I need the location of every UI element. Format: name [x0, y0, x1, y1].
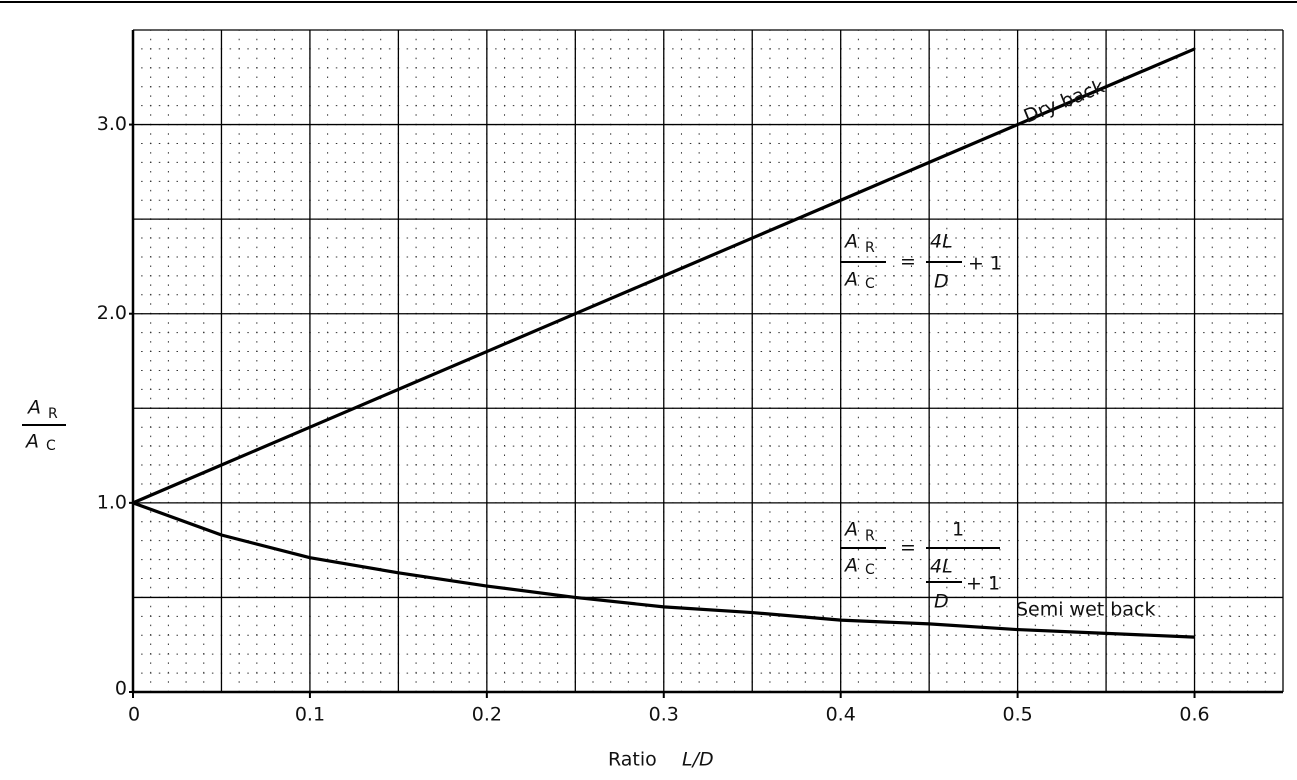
- x-tick-label: 0: [128, 704, 140, 726]
- x-tick-label: 0.6: [1179, 704, 1209, 726]
- x-axis-label: Ratio L/D: [608, 749, 714, 771]
- grid: 0 0.1 0.2 0.3 0.4 0.5 0.6 0 1.0 2.0 3.0: [97, 29, 1284, 726]
- formula-text: A: [843, 269, 858, 291]
- x-tick-label: 0.4: [826, 704, 856, 726]
- formula-text: R: [865, 240, 875, 256]
- formula-text: 4L: [930, 556, 953, 578]
- y-axis-label: A R A C: [22, 397, 66, 454]
- y-label-den-sub: C: [46, 438, 56, 454]
- formula-text: A: [843, 555, 858, 577]
- formula-text: + 1: [966, 573, 1000, 595]
- formula: A R A C = 1 4L D + 1: [840, 519, 1000, 613]
- plot: [132, 47, 1196, 639]
- formula-text: 1: [952, 519, 964, 541]
- formula-text: C: [865, 276, 875, 292]
- y-tick-label: 2.0: [97, 302, 127, 324]
- x-tick-label: 0.2: [472, 704, 502, 726]
- y-label-den: A: [24, 431, 39, 453]
- x-tick-label: 0.1: [295, 704, 325, 726]
- formula-text: D: [934, 591, 949, 613]
- y-tick-label: 1.0: [97, 491, 127, 513]
- x-tick-label: 0.3: [649, 704, 679, 726]
- formula-text: 4L: [930, 231, 953, 253]
- y-tick-label: 3.0: [97, 113, 127, 135]
- series-label: Dry back: [1021, 76, 1108, 128]
- x-label-text: Ratio: [608, 749, 657, 771]
- formula-text: C: [865, 562, 875, 578]
- formula-text: D: [934, 271, 949, 293]
- formula-text: R: [865, 528, 875, 544]
- formula-text: + 1: [968, 253, 1002, 275]
- formula: A R A C = 4L D + 1: [840, 231, 1002, 293]
- x-label-var: L/D: [682, 749, 714, 771]
- formula-text: A: [843, 231, 858, 253]
- formula-text: A: [843, 519, 858, 541]
- y-label-num-sub: R: [48, 406, 58, 422]
- formula-text: =: [900, 537, 916, 559]
- series-label: Semi wet back: [1016, 599, 1155, 621]
- series-line: [132, 47, 1196, 505]
- y-tick-label: 0: [115, 678, 127, 700]
- formula-text: =: [900, 251, 916, 273]
- y-label-num: A: [26, 397, 41, 419]
- x-tick-label: 0.5: [1003, 704, 1033, 726]
- series-line: [132, 501, 1195, 639]
